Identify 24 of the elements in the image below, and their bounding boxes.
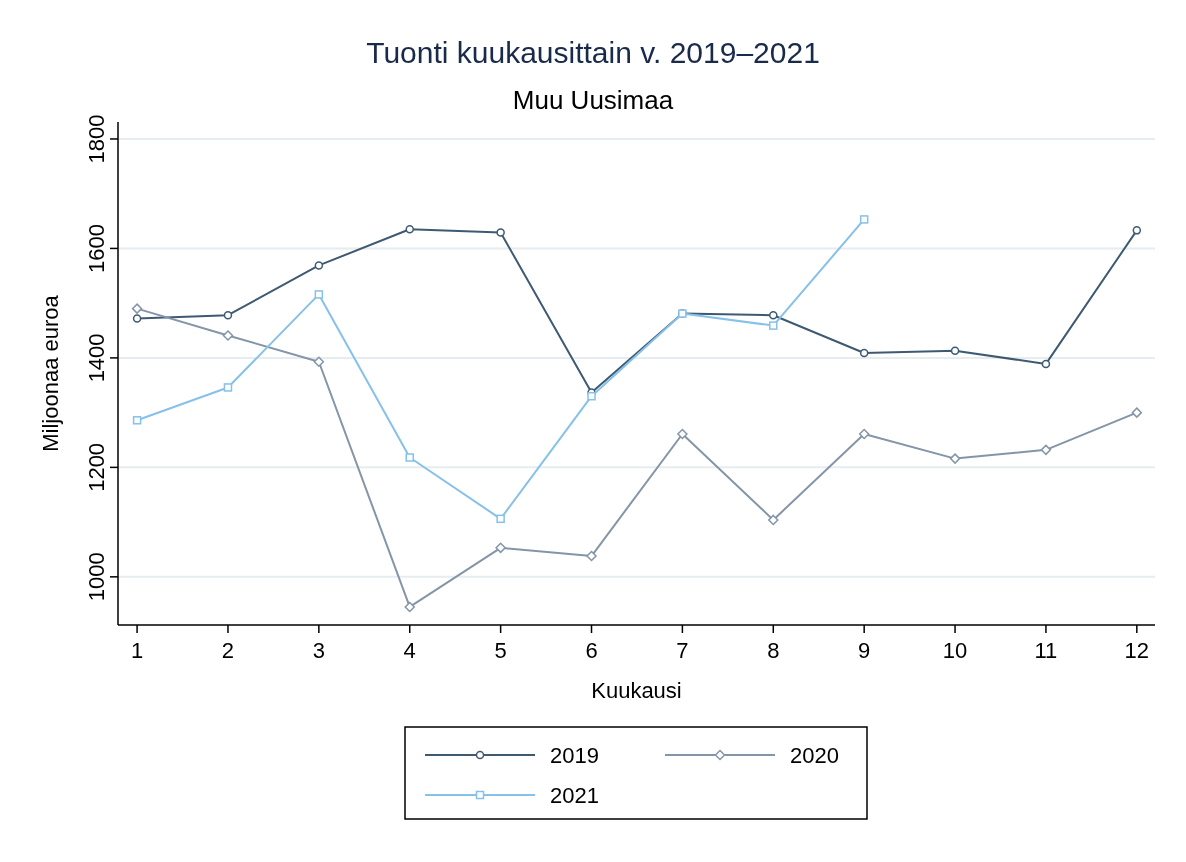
chart-title: Tuonti kuukausittain v. 2019–2021 xyxy=(366,36,820,69)
chart-subtitle: Muu Uusimaa xyxy=(512,85,674,115)
x-tick-label: 3 xyxy=(312,638,325,663)
x-tick-label: 12 xyxy=(1124,638,1150,663)
y-axis-title: Miljoonaa euroa xyxy=(38,294,63,452)
legend-label: 2021 xyxy=(550,783,599,808)
legend-label: 2020 xyxy=(790,743,839,768)
y-tick-label: 1800 xyxy=(84,114,109,164)
x-axis-title: Kuukausi xyxy=(591,678,682,703)
x-tick-label: 4 xyxy=(403,638,416,663)
x-tick-label: 6 xyxy=(585,638,598,663)
x-tick-label: 8 xyxy=(767,638,780,663)
x-tick-label: 10 xyxy=(942,638,968,663)
y-tick-label: 1600 xyxy=(84,223,109,273)
x-tick-label: 2 xyxy=(221,638,235,663)
legend-label: 2019 xyxy=(550,743,599,768)
y-tick-label: 1200 xyxy=(84,442,109,492)
x-tick-label: 7 xyxy=(676,638,689,663)
y-tick-label: 1000 xyxy=(84,552,109,602)
y-tick-label: 1400 xyxy=(84,333,109,383)
x-tick-label: 11 xyxy=(1034,638,1058,663)
x-tick-label: 5 xyxy=(494,638,507,663)
x-tick-label: 9 xyxy=(858,638,871,663)
x-tick-label: 1 xyxy=(130,638,144,663)
